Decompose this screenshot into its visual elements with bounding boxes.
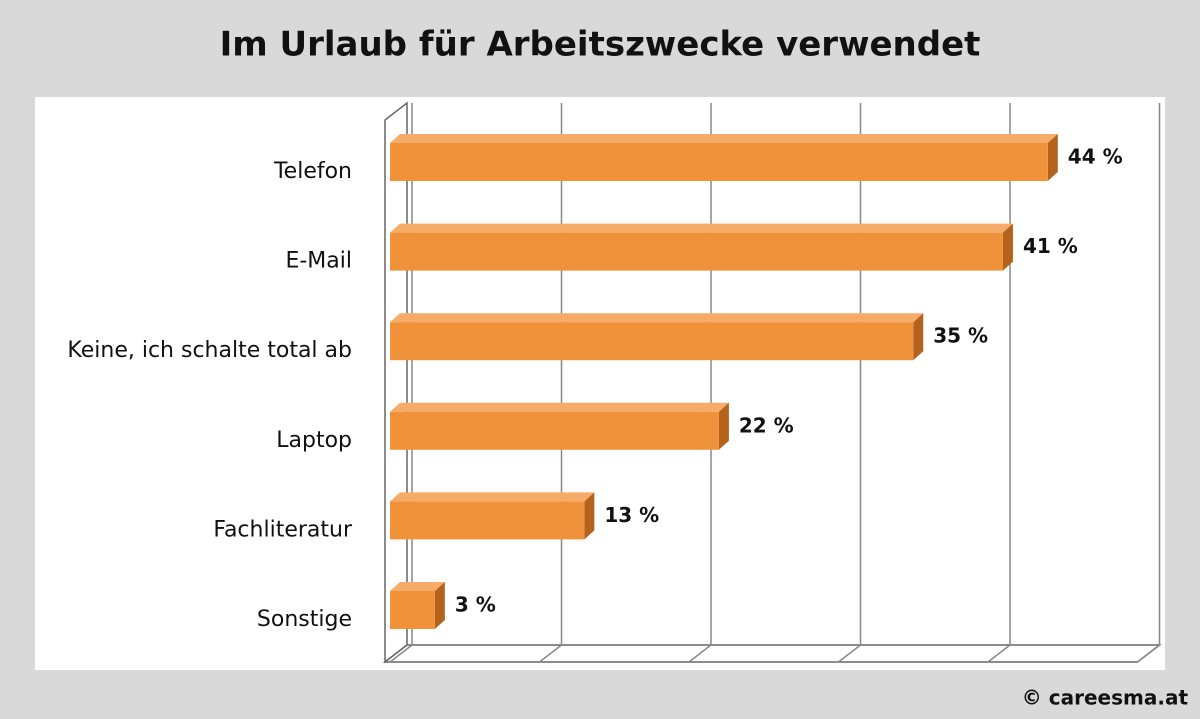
bar-side	[1002, 223, 1013, 271]
bar-top	[390, 223, 1013, 233]
grid-line	[389, 103, 413, 663]
bar	[390, 411, 719, 450]
plot-area	[35, 97, 1165, 670]
bar-top	[390, 582, 445, 591]
back-wall	[384, 101, 408, 664]
value-label: 3 %	[455, 593, 496, 617]
value-label: 22 %	[739, 413, 794, 437]
bar	[390, 322, 914, 361]
grid-line	[1137, 103, 1161, 663]
bar	[390, 143, 1048, 181]
value-label: 35 %	[933, 324, 988, 348]
bar-side	[434, 582, 445, 629]
bar-top	[390, 134, 1058, 143]
bar	[390, 591, 435, 629]
chart-title: Im Urlaub für Arbeitszwecke verwendet	[220, 25, 981, 65]
grid-line	[838, 103, 862, 663]
y-tick-label: E-Mail	[285, 249, 352, 274]
source: © careesma.at	[1022, 686, 1189, 710]
y-tick-label: Telefon	[273, 159, 352, 184]
value-label: 41 %	[1023, 234, 1078, 258]
y-tick-label: Keine, ich schalte total ab	[67, 338, 352, 363]
grid-line	[539, 103, 563, 663]
y-tick-label: Fachliteratur	[213, 517, 353, 542]
grid-line	[688, 103, 712, 663]
value-label: 13 %	[604, 503, 659, 527]
bar-top	[390, 492, 595, 502]
bar-side	[1047, 134, 1058, 181]
y-tick-label: Sonstige	[257, 607, 352, 632]
bar	[390, 501, 585, 540]
bar-top	[390, 313, 924, 323]
y-tick-label: Laptop	[276, 428, 352, 453]
bar-side	[718, 402, 729, 450]
floor	[382, 644, 1162, 663]
bar-top	[390, 402, 729, 412]
bar-side	[584, 492, 595, 540]
bar-side	[913, 313, 924, 361]
bar	[390, 232, 1003, 271]
grid-line	[987, 103, 1011, 663]
value-label: 44 %	[1068, 145, 1123, 169]
